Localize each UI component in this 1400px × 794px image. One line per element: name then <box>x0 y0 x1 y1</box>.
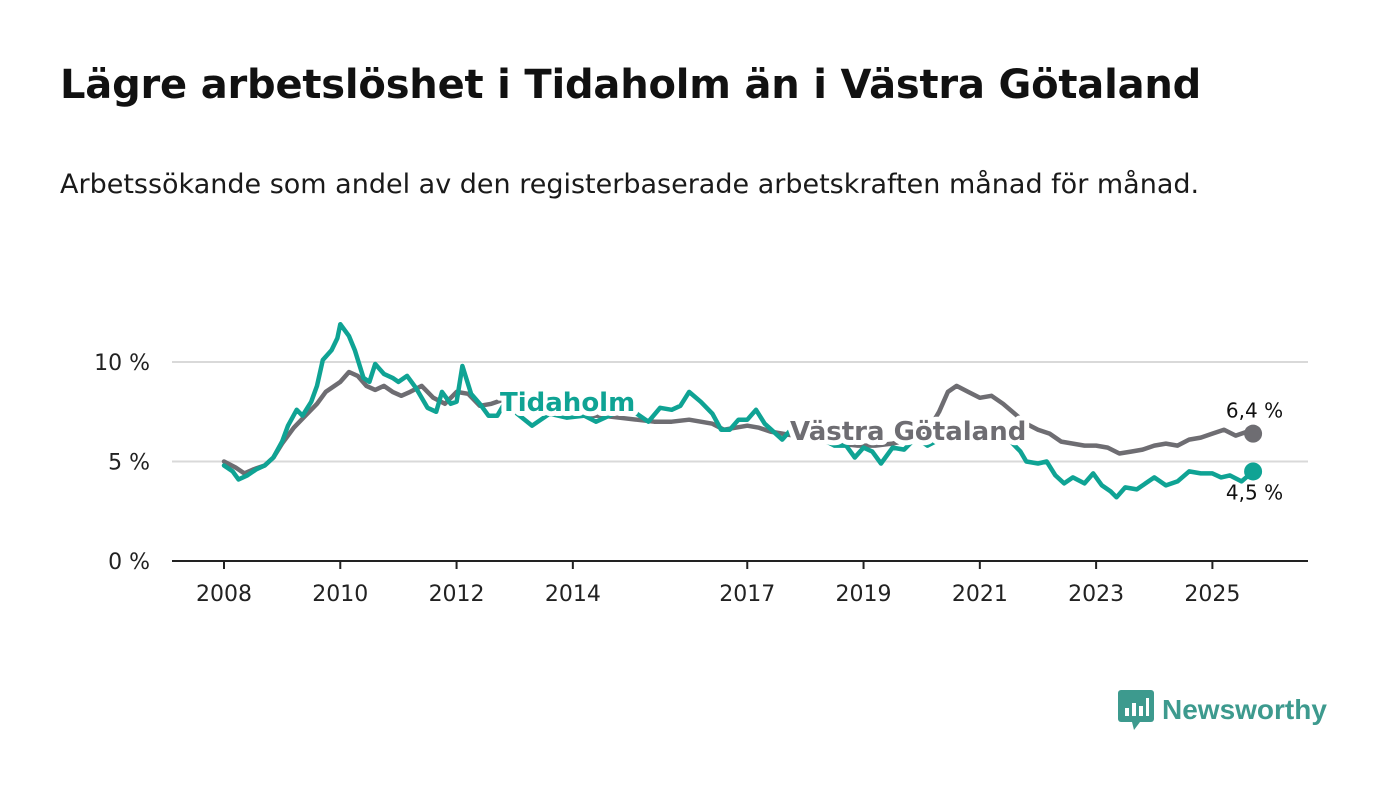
end-marker-vastra-gotaland <box>1244 424 1263 443</box>
x-tick-label: 2010 <box>312 582 368 607</box>
series-labels: Tidaholm Västra Götaland 6,4 % 4,5 % <box>495 383 1283 504</box>
chart-title: Lägre arbetslöshet i Tidaholm än i Västr… <box>60 62 1202 108</box>
newsworthy-logo[interactable]: Newsworthy <box>1118 690 1327 730</box>
series-label-tidaholm: Tidaholm <box>500 388 635 418</box>
newsworthy-logo-icon <box>1118 690 1154 730</box>
x-tick-label: 2019 <box>836 582 892 607</box>
end-marker-tidaholm <box>1244 462 1263 481</box>
brand-name: Newsworthy <box>1162 694 1327 725</box>
y-tick-label: 0 % <box>108 550 150 575</box>
y-tick-label: 5 % <box>108 451 150 476</box>
end-value-label-tidaholm: 4,5 % <box>1226 480 1283 504</box>
end-value-label-vastra-gotaland: 6,4 % <box>1226 399 1283 423</box>
x-tick-label: 2012 <box>429 582 485 607</box>
chart-subtitle: Arbetssökande som andel av den registerb… <box>60 169 1200 200</box>
x-tick-label: 2017 <box>719 582 775 607</box>
x-tick-label: 2014 <box>545 582 601 607</box>
x-tick-label: 2023 <box>1068 582 1124 607</box>
series-line-tidaholm <box>221 321 1256 500</box>
x-tick-label: 2025 <box>1184 582 1240 607</box>
gridlines <box>172 361 1308 463</box>
x-tick-label: 2021 <box>952 582 1008 607</box>
series-label-vastra-gotaland: Västra Götaland <box>790 417 1026 447</box>
series-lines <box>221 321 1256 500</box>
x-tick-label: 2008 <box>196 582 252 607</box>
y-tick-label: 10 % <box>94 351 150 376</box>
axes: 0 % 5 % 10 % 2008 2010 2012 2014 2017 2019 2021 20… <box>94 351 1308 607</box>
